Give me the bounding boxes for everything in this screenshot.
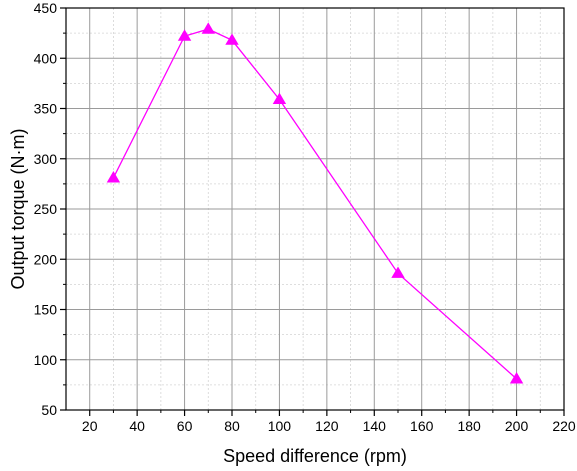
y-tick-label: 350 — [34, 101, 58, 117]
x-tick-label: 40 — [129, 418, 145, 434]
y-tick-label: 250 — [34, 201, 58, 217]
y-tick-label: 450 — [34, 0, 58, 16]
x-tick-label: 200 — [505, 418, 529, 434]
y-axis-title: Output torque (N·m) — [8, 128, 28, 289]
y-tick-label: 400 — [34, 50, 58, 66]
data-point-marker — [106, 171, 121, 183]
y-tick-label: 50 — [41, 402, 57, 418]
x-tick-label: 220 — [552, 418, 576, 434]
tick-labels: 20 40 60 80 100 120 140 160 180 200 220 50 100 150 200… — [34, 0, 576, 434]
x-tick-label: 160 — [410, 418, 434, 434]
x-tick-label: 180 — [457, 418, 481, 434]
data-point-marker — [391, 266, 405, 278]
x-axis-title: Speed difference (rpm) — [223, 446, 407, 466]
x-tick-label: 140 — [363, 418, 387, 434]
data-point-marker — [272, 92, 287, 105]
axis-ticks — [60, 7, 565, 416]
data-point-marker — [201, 22, 215, 34]
y-tick-label: 150 — [34, 302, 58, 318]
data-point-marker — [509, 372, 524, 384]
data-point-marker — [225, 33, 239, 45]
x-tick-label: 20 — [82, 418, 98, 434]
y-tick-label: 200 — [34, 251, 58, 267]
x-tick-label: 120 — [315, 418, 339, 434]
y-tick-label: 300 — [34, 151, 58, 167]
y-tick-label: 100 — [34, 352, 58, 368]
data-point-marker — [177, 29, 192, 41]
x-tick-label: 60 — [177, 418, 193, 434]
major-grid — [66, 8, 564, 410]
x-tick-label: 100 — [268, 418, 292, 434]
x-tick-label: 80 — [224, 418, 240, 434]
series-layer — [106, 22, 524, 384]
